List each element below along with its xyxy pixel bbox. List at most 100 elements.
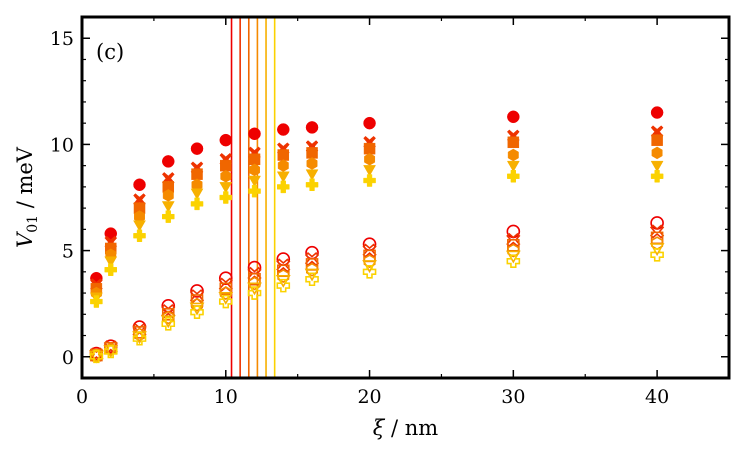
data-point-s3-10 — [363, 142, 376, 155]
data-point-s6-2 — [104, 263, 118, 276]
x-tick-label: 30 — [501, 386, 525, 408]
data-point-s5-9 — [305, 169, 319, 181]
data-point-s8-6 — [218, 277, 233, 292]
data-point-s1-4 — [162, 155, 175, 168]
data-point-s1-7 — [248, 127, 261, 141]
y-axis-label: V01 / meV — [13, 146, 41, 248]
data-point-s6-9 — [305, 178, 319, 192]
x-tick-label: 10 — [214, 386, 238, 408]
data-point-s11-8 — [275, 275, 291, 288]
data-point-s6-6 — [219, 191, 233, 204]
data-point-s12-2 — [103, 344, 118, 359]
data-point-s4-8 — [277, 159, 289, 172]
data-point-s12-7 — [247, 286, 262, 300]
data-point-s6-3 — [133, 229, 146, 242]
data-point-s3-11 — [507, 136, 520, 149]
data-point-s5-8 — [276, 171, 290, 183]
data-point-s6-7 — [248, 184, 261, 198]
x-tick-label: 0 — [76, 386, 88, 408]
data-point-s6-11 — [507, 170, 520, 183]
data-point-s12-8 — [276, 278, 291, 293]
data-point-s12-10 — [362, 265, 377, 279]
panel-label: (c) — [96, 40, 124, 64]
data-point-s1-8 — [277, 123, 290, 136]
data-point-s5-5 — [190, 188, 204, 200]
data-point-s12-1 — [89, 349, 104, 364]
data-point-s11-9 — [304, 268, 320, 282]
data-point-s6-5 — [190, 197, 204, 211]
data-point-s6-12 — [650, 170, 664, 183]
data-point-s7-12 — [650, 216, 664, 230]
data-point-s5-12 — [650, 160, 664, 173]
x-axis-unit: / nm — [384, 416, 438, 440]
y-axis-subscript: 01 — [25, 215, 41, 233]
data-point-s10-3 — [133, 327, 146, 342]
data-point-s1-12 — [650, 106, 664, 119]
data-point-s10-9 — [305, 262, 319, 277]
data-point-s5-7 — [248, 175, 261, 188]
data-point-s1-3 — [133, 178, 146, 192]
data-point-s5-11 — [506, 160, 520, 173]
data-point-s7-5 — [190, 284, 204, 298]
data-points — [88, 106, 665, 364]
data-point-s5-3 — [133, 220, 146, 232]
plot-frame — [80, 15, 731, 380]
data-point-s1-6 — [219, 133, 233, 147]
data-point-s6-1 — [90, 295, 103, 308]
data-point-s8-5 — [189, 289, 205, 304]
data-point-s3-9 — [306, 147, 318, 159]
data-point-s5-6 — [219, 182, 233, 194]
data-point-s10-11 — [507, 243, 520, 258]
y-tick-label: 5 — [62, 241, 74, 263]
data-point-s10-7 — [248, 276, 261, 291]
data-point-s1-5 — [190, 142, 204, 155]
data-point-s3-6 — [220, 159, 232, 172]
data-point-s3-12 — [651, 134, 663, 146]
data-point-s8-4 — [161, 304, 176, 319]
data-point-s4-10 — [364, 153, 376, 166]
x-tick-label: 40 — [645, 386, 669, 408]
data-point-s5-10 — [363, 165, 376, 177]
data-point-s7-6 — [218, 271, 233, 285]
data-point-s4-12 — [651, 146, 663, 160]
data-point-s6-4 — [162, 210, 175, 223]
data-point-s12-9 — [305, 272, 319, 287]
data-point-s5-4 — [161, 201, 175, 213]
data-point-s9-6 — [219, 282, 233, 296]
data-point-s12-3 — [132, 331, 147, 346]
y-axis-symbol: V — [13, 231, 37, 248]
data-point-s3-7 — [248, 153, 261, 166]
data-point-s4-6 — [220, 170, 232, 183]
threshold-lines — [230, 17, 276, 378]
data-point-s4-11 — [507, 148, 519, 162]
data-point-s10-4 — [162, 310, 175, 325]
y-axis-unit: / meV — [13, 146, 37, 215]
y-tick-label: 15 — [50, 28, 74, 50]
x-axis-label: ξ / nm — [373, 416, 439, 440]
data-point-s6-10 — [363, 174, 376, 187]
data-point-s10-8 — [277, 269, 290, 284]
data-point-s12-6 — [218, 294, 233, 309]
data-point-s4-9 — [306, 157, 318, 170]
data-point-s12-12 — [650, 248, 664, 262]
data-point-s3-5 — [191, 168, 203, 180]
data-point-s12-4 — [161, 317, 176, 331]
data-point-s10-5 — [191, 297, 203, 312]
x-axis-symbol: ξ — [373, 416, 386, 440]
axis-ticks: 0 10 20 30 40 0 5 10 15 — [50, 16, 729, 408]
data-point-s11-1 — [88, 350, 104, 364]
x-tick-label: 20 — [357, 386, 381, 408]
data-point-s10-6 — [219, 286, 232, 301]
data-point-s1-9 — [305, 121, 319, 134]
data-point-s12-11 — [506, 254, 521, 269]
data-point-s8-12 — [650, 224, 665, 239]
data-point-s10-10 — [363, 254, 376, 269]
y-tick-label: 0 — [62, 347, 74, 369]
data-point-s12-5 — [190, 305, 204, 319]
y-tick-label: 10 — [50, 134, 74, 156]
data-point-s6-8 — [277, 180, 290, 194]
data-point-s9-7 — [248, 272, 261, 286]
data-point-s5-2 — [104, 256, 118, 268]
data-point-s7-11 — [506, 224, 521, 239]
